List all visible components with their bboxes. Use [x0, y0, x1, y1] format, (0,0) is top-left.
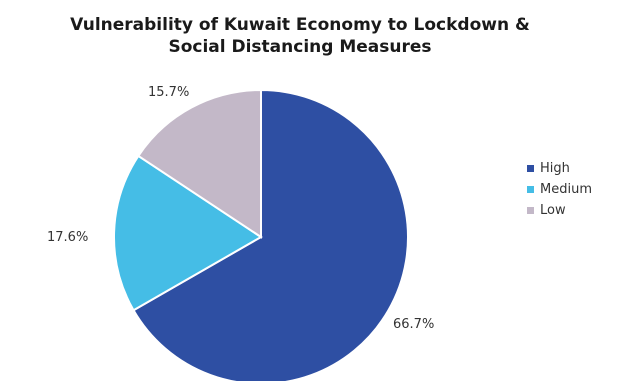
data-label-medium: 17.6%	[47, 230, 88, 245]
pie-slice-low	[137, 88, 262, 239]
legend-swatch-medium	[527, 186, 534, 193]
legend-label-high: High	[540, 161, 570, 176]
data-label-high: 66.7%	[393, 317, 434, 332]
legend-item-high: High	[527, 158, 592, 179]
legend-item-low: Low	[527, 200, 592, 221]
chart-legend: High Medium Low	[527, 158, 592, 221]
chart-title-line-2: Social Distancing Measures	[168, 37, 432, 57]
legend-label-medium: Medium	[540, 182, 592, 197]
legend-label-low: Low	[540, 203, 566, 218]
chart-title-line-1: Vulnerability of Kuwait Economy to Lockd…	[70, 15, 530, 35]
legend-swatch-high	[527, 165, 534, 172]
chart-title: Vulnerability of Kuwait Economy to Lockd…	[0, 14, 600, 58]
legend-item-medium: Medium	[527, 179, 592, 200]
legend-swatch-low	[527, 207, 534, 214]
pie-slice-high	[132, 88, 409, 381]
pie-slice-medium	[113, 154, 263, 312]
data-label-low: 15.7%	[148, 85, 189, 100]
